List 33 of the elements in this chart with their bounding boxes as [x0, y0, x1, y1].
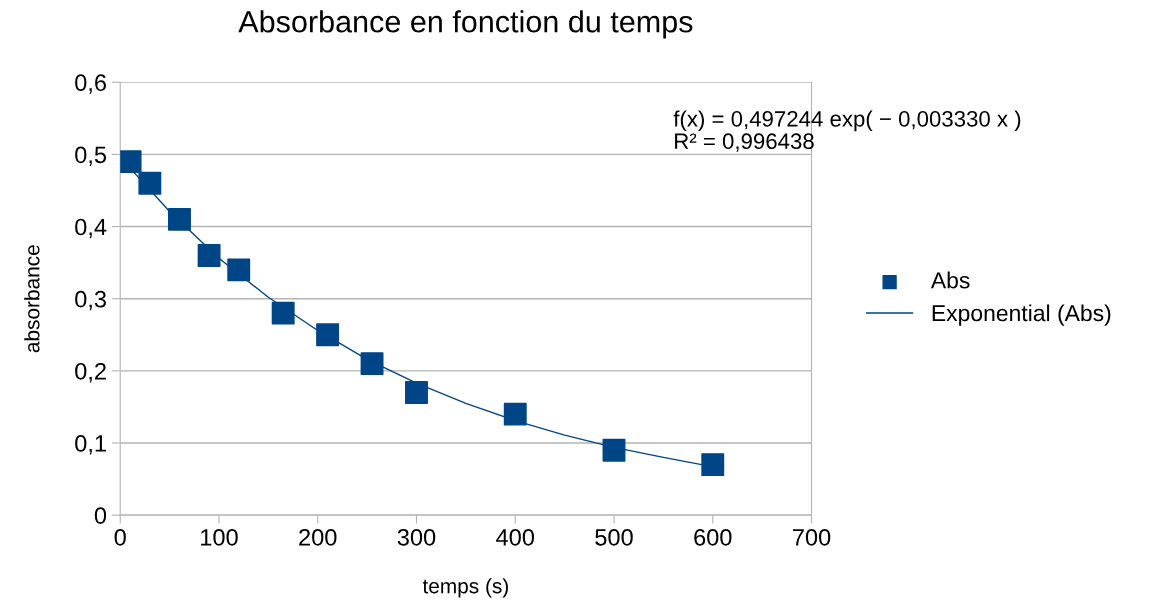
point — [316, 323, 340, 347]
y-tick-label: 0,5 — [75, 146, 107, 166]
x-tick-label: 700 — [793, 528, 831, 546]
y-tick-label: 0,3 — [75, 290, 106, 311]
point — [701, 453, 725, 477]
point — [360, 352, 384, 376]
legend-label: Abs — [930, 271, 970, 289]
x-tick-label: 300 — [397, 528, 436, 546]
annotation: f(x) = 0,497244 exp( − 0,003330 x ) R² = 0,996438 — [673, 110, 1021, 152]
y-tick-label: 0,4 — [75, 218, 107, 239]
point — [503, 402, 527, 426]
y-axis-title: absorbance — [24, 245, 40, 353]
point — [405, 381, 428, 404]
legend-label: Exponential (Abs) — [932, 304, 1111, 326]
x-tick-label: 200 — [299, 528, 337, 546]
x-tick-label: 500 — [595, 528, 633, 546]
y-tick-label: 0,2 — [75, 362, 106, 383]
x-tick-label: 0 — [114, 528, 126, 546]
point — [602, 438, 626, 462]
x-tick-label: 600 — [694, 528, 732, 546]
point — [227, 258, 251, 282]
chart-title: Absorbance en fonction du temps — [238, 10, 693, 39]
point — [138, 171, 162, 195]
point — [168, 207, 191, 231]
y-tick-label: 0,6 — [75, 74, 106, 94]
point — [197, 243, 221, 267]
x-axis-title: temps (s) — [422, 578, 508, 598]
point — [120, 150, 142, 174]
x-tick-label: 100 — [201, 528, 238, 546]
point — [271, 301, 295, 325]
y-tick-label: 0 — [94, 507, 107, 524]
x-tick-label: 400 — [496, 528, 535, 546]
y-tick-label: 0,1 — [75, 435, 106, 455]
